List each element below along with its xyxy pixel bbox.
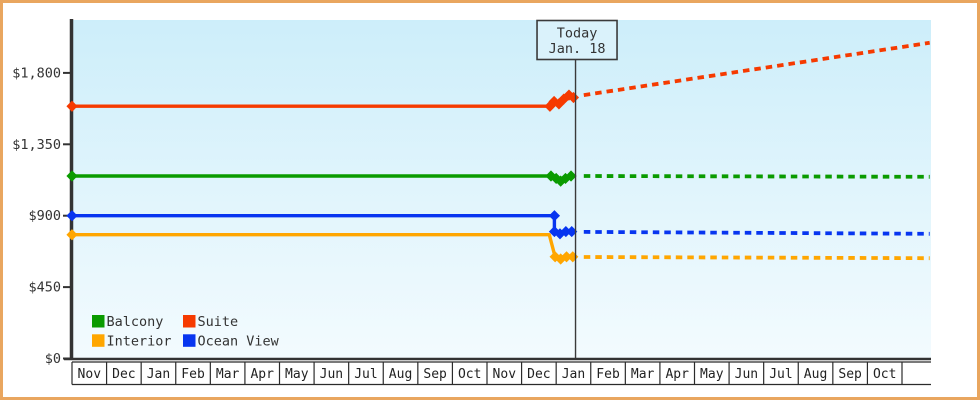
month-label: Mar	[631, 367, 655, 382]
month-label: May	[285, 367, 309, 382]
balcony-forecast-line	[583, 174, 930, 179]
month-label: Sep	[423, 367, 447, 382]
month-label: Aug	[804, 367, 827, 382]
ocean_view-history-line	[72, 214, 572, 236]
month-label: Dec	[112, 367, 135, 382]
month-label: Oct	[873, 367, 896, 382]
ocean_view-data-point-marker	[554, 228, 566, 240]
month-label: Feb	[181, 367, 205, 382]
month-label: Apr	[665, 367, 689, 382]
legend-label-interior: Interior	[107, 333, 172, 349]
today-label-date: Jan. 18	[549, 41, 606, 57]
month-label: Feb	[596, 367, 620, 382]
interior-data-point-marker	[567, 251, 579, 263]
ocean_view-data-point-marker	[560, 225, 572, 238]
series-balcony	[66, 170, 930, 187]
month-label: Jan	[562, 367, 585, 382]
month-label: Mar	[216, 367, 240, 382]
y-axis-label: $0	[45, 351, 61, 367]
interior-history-line	[72, 233, 573, 261]
ocean_view-data-point-marker	[66, 210, 78, 222]
month-label: Aug	[389, 367, 412, 382]
suite-history-line	[72, 93, 575, 108]
plot-area-background	[72, 20, 931, 359]
suite-data-point-marker	[558, 93, 570, 105]
month-label: Jun	[735, 367, 758, 382]
series-suite	[66, 40, 930, 112]
month-label: Nov	[493, 367, 517, 382]
ocean_view-forecast-line	[583, 230, 930, 236]
month-label: May	[700, 367, 724, 382]
ocean_view-data-point-marker	[566, 225, 578, 238]
suite-data-point-marker	[66, 100, 78, 112]
legend-swatch-suite-icon	[183, 315, 196, 328]
suite-data-point-marker	[544, 100, 556, 112]
suite-data-point-marker	[567, 91, 580, 104]
month-label: Nov	[78, 367, 102, 382]
series-ocean_view	[66, 210, 930, 240]
legend-label-balcony: Balcony	[107, 314, 164, 330]
month-label: Jun	[320, 367, 343, 382]
legend-swatch-ocean-view-icon	[183, 334, 196, 347]
month-label: Jul	[769, 367, 792, 382]
y-axis-label: $900	[28, 208, 61, 224]
y-axis-label: $450	[28, 280, 61, 296]
balcony-data-point-marker	[559, 172, 572, 185]
today-label-title: Today	[557, 26, 598, 42]
balcony-history-line	[72, 174, 572, 183]
ocean_view-data-point-marker	[548, 210, 561, 222]
month-label: Apr	[250, 367, 274, 382]
today-label-box	[536, 19, 618, 61]
interior-data-point-marker	[555, 253, 567, 265]
balcony-data-point-marker	[565, 170, 577, 182]
month-label: Jul	[354, 367, 377, 382]
legend-label-ocean-view: Ocean View	[198, 333, 280, 349]
interior-data-point-marker	[549, 251, 561, 263]
interior-data-point-marker	[66, 229, 78, 241]
legend: Balcony Suite Interior Ocean View	[92, 314, 280, 349]
y-axis-label: $1,800	[12, 65, 61, 81]
series-interior	[66, 229, 930, 265]
legend-label-suite: Suite	[198, 314, 239, 330]
balcony-data-point-marker	[66, 170, 78, 182]
month-label: Dec	[527, 367, 550, 382]
interior-data-point-marker	[560, 251, 573, 263]
suite-forecast-line	[583, 40, 930, 97]
balcony-data-point-marker	[555, 175, 567, 187]
month-label: Sep	[838, 367, 862, 382]
legend-swatch-balcony-icon	[92, 315, 105, 328]
legend-swatch-interior-icon	[92, 334, 105, 347]
interior-forecast-line	[583, 255, 930, 261]
y-axis-label: $1,350	[12, 137, 61, 153]
x-axis-month-band: Nov Dec Jan Feb Mar Apr May Jun Jul Aug Sep Oct Nov D…	[71, 361, 931, 386]
month-label: Oct	[458, 367, 481, 382]
month-label: Jan	[147, 367, 170, 382]
